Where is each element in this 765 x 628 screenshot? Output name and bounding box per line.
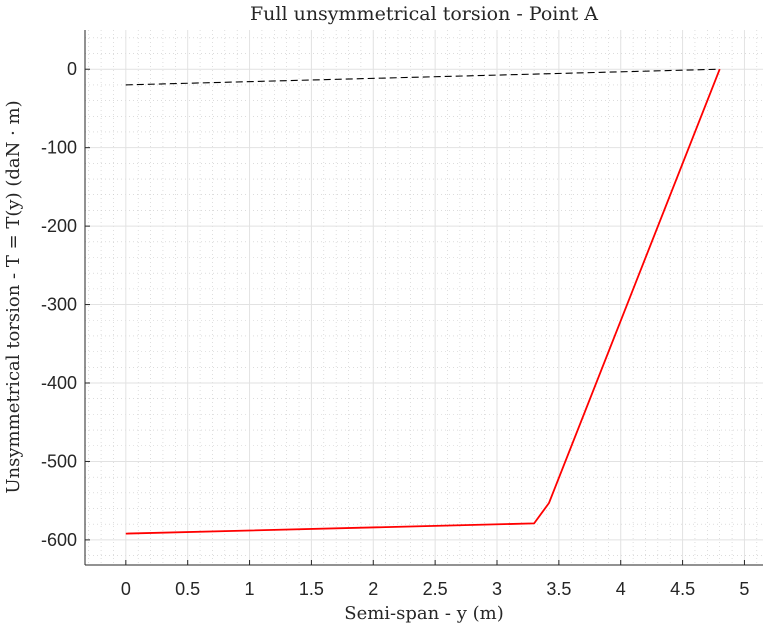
y-axis-label: Unsymmetrical torsion - T = T(y) (daN · … bbox=[3, 100, 24, 493]
y-ticks: 0 -100 -200 -300 -400 -500 -600 bbox=[41, 59, 90, 550]
dashed-series-line bbox=[125, 68, 720, 86]
x-tick-label: 1 bbox=[245, 579, 255, 599]
x-tick-label: 4.5 bbox=[670, 579, 695, 599]
x-tick-label: 1.5 bbox=[299, 579, 324, 599]
x-tick-label: 0 bbox=[121, 579, 131, 599]
y-tick-label: -500 bbox=[41, 451, 77, 471]
y-tick-label: -300 bbox=[41, 295, 77, 315]
x-tick-label: 4 bbox=[616, 579, 626, 599]
x-tick-label: 2 bbox=[368, 579, 378, 599]
x-tick-label: 3 bbox=[492, 579, 502, 599]
x-axis-label: Semi-span - y (m) bbox=[344, 603, 504, 624]
x-tick-label: 3.5 bbox=[546, 579, 571, 599]
y-tick-label: -400 bbox=[41, 373, 77, 393]
series-layer bbox=[125, 68, 721, 535]
minor-grid bbox=[85, 30, 763, 565]
major-grid bbox=[85, 30, 763, 565]
x-tick-label: 2.5 bbox=[423, 579, 448, 599]
x-tick-label: 5 bbox=[739, 579, 749, 599]
x-tick-label: 0.5 bbox=[175, 579, 200, 599]
y-tick-label: -200 bbox=[41, 216, 77, 236]
y-tick-label: -100 bbox=[41, 138, 77, 158]
chart-title: Full unsymmetrical torsion - Point A bbox=[250, 3, 598, 25]
y-tick-label: -600 bbox=[41, 530, 77, 550]
y-tick-label: 0 bbox=[67, 59, 77, 79]
plot-background bbox=[85, 30, 763, 565]
torsion-series-line bbox=[125, 68, 721, 535]
x-ticks: 0 0.5 1 1.5 2 2.5 3 3.5 4 4.5 5 bbox=[121, 560, 749, 599]
